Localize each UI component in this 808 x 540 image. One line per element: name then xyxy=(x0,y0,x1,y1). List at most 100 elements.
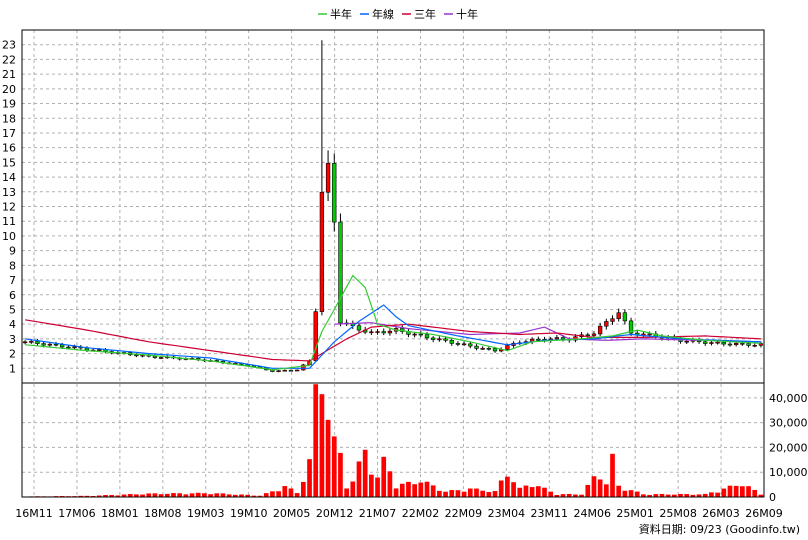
volume-bar xyxy=(164,493,170,497)
price-grid xyxy=(22,30,765,497)
volume-bar xyxy=(263,493,269,497)
candle-body xyxy=(622,312,628,322)
volume-bar xyxy=(715,492,720,497)
volume-bar xyxy=(338,452,343,497)
volume-bar xyxy=(665,494,671,497)
candle-body xyxy=(53,343,59,346)
volume-bar xyxy=(282,486,288,497)
volume-bar xyxy=(412,484,417,497)
price-tick-label: 18 xyxy=(2,112,16,125)
candle-body xyxy=(752,344,757,347)
candle-body xyxy=(474,345,479,349)
candle-body xyxy=(369,331,374,334)
price-tick-label: 13 xyxy=(2,186,16,199)
candle-body xyxy=(437,338,442,341)
candle-body xyxy=(424,334,430,339)
candle-body xyxy=(22,341,28,344)
volume-tick-label: 10,000 xyxy=(769,466,808,479)
volume-bar xyxy=(597,479,603,497)
volume-bar xyxy=(393,488,399,497)
price-tick-label: 3 xyxy=(9,333,16,346)
volume-bar xyxy=(603,484,609,497)
volume-bar xyxy=(492,491,498,497)
volume-bar xyxy=(152,493,158,497)
volume-bar xyxy=(331,436,337,497)
volume-bar xyxy=(399,483,405,497)
volume-bar xyxy=(647,494,652,497)
candle-body xyxy=(47,343,52,346)
volume-bar xyxy=(758,494,764,497)
candle-body xyxy=(449,340,454,344)
volume-bar xyxy=(579,494,584,497)
x-tick-label: 21M07 xyxy=(359,507,397,520)
x-tick-label: 22M02 xyxy=(402,507,440,520)
candle-body xyxy=(418,333,423,336)
volume-bar xyxy=(659,493,665,497)
ma-year-line xyxy=(25,304,761,369)
x-tick-label: 23M11 xyxy=(531,507,569,520)
footer-source: 資料日期: 09/23 (Goodinfo.tw) xyxy=(639,522,800,536)
volume-bar xyxy=(232,494,238,497)
candle-body xyxy=(758,343,764,346)
volume-bar xyxy=(498,480,504,497)
candle-body xyxy=(381,331,386,334)
volume-bar xyxy=(740,486,745,497)
volume-bar xyxy=(127,494,133,497)
volume-bar xyxy=(288,488,294,497)
volume-bar xyxy=(529,487,535,497)
volume-bar xyxy=(560,494,566,497)
volume-bar xyxy=(684,494,690,497)
volume-bar xyxy=(226,494,232,497)
x-tick-label: 25M08 xyxy=(659,507,697,520)
volume-bar xyxy=(276,491,281,497)
volume-bar xyxy=(356,461,362,497)
volume-tick-label: 30,000 xyxy=(769,417,808,430)
volume-grid xyxy=(22,397,764,498)
candle-body xyxy=(597,325,603,335)
volume-bar xyxy=(511,482,516,497)
volume-bar xyxy=(96,495,102,497)
candle-body xyxy=(610,318,615,322)
volume-bar xyxy=(406,481,411,497)
volume-bar xyxy=(548,491,554,497)
candle-body xyxy=(72,346,77,349)
volume-bar xyxy=(362,449,368,497)
volume-bar xyxy=(195,492,201,497)
volume-bar xyxy=(486,492,492,497)
volume-bar xyxy=(115,495,121,497)
x-tick-label: 26M03 xyxy=(702,507,740,520)
volume-bar xyxy=(183,494,189,497)
candle-body xyxy=(288,369,294,372)
volume-bar xyxy=(505,476,510,497)
volume-bar xyxy=(214,493,220,497)
candle-body xyxy=(134,354,139,357)
candle-body xyxy=(585,334,590,337)
volume-bar xyxy=(671,494,677,497)
volume-bar xyxy=(585,484,591,497)
x-axis-ticks: 16M11 17M06 18M01 18M08 19M03 19M10 20M05 20M12… xyxy=(15,507,783,520)
volume-bar xyxy=(84,495,90,497)
candle-body xyxy=(313,311,318,362)
candle-body xyxy=(628,320,634,334)
candle-body xyxy=(536,338,541,341)
candle-body xyxy=(41,343,46,346)
volume-bar xyxy=(443,491,448,497)
candle-body xyxy=(29,341,34,343)
volume-bars xyxy=(22,384,764,498)
legend-label-2: 三年 xyxy=(414,7,436,21)
volume-bar xyxy=(109,495,115,497)
candle-body xyxy=(554,337,560,340)
volume-bar xyxy=(517,487,523,497)
volume-bar xyxy=(542,487,547,497)
volume-bar xyxy=(387,471,393,497)
candle-body xyxy=(412,333,417,336)
x-tick-label: 19M03 xyxy=(187,507,225,520)
candle-body xyxy=(740,342,745,345)
volume-bar xyxy=(461,491,467,497)
candle-body xyxy=(158,357,164,359)
volume-bar xyxy=(628,490,634,497)
volume-bar xyxy=(313,384,319,497)
volume-bar xyxy=(523,485,529,497)
